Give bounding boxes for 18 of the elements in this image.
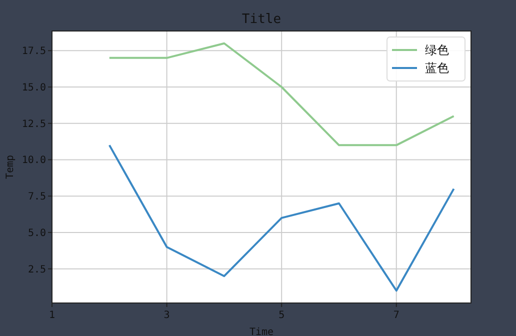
x-tick-label: 7 bbox=[393, 310, 400, 321]
line-series bbox=[108, 42, 455, 146]
x-tick-label: 1 bbox=[48, 310, 56, 321]
y-tick-label: 10.0 bbox=[22, 155, 46, 166]
x-axis-title: Time bbox=[249, 327, 274, 336]
y-tick-label: 5.0 bbox=[28, 228, 46, 239]
y-tick-label: 17.5 bbox=[22, 46, 46, 58]
line-series bbox=[108, 144, 455, 292]
legend-label: 绿色 bbox=[425, 43, 449, 57]
x-tick-label: 3 bbox=[164, 310, 170, 321]
y-axis-title: Temp bbox=[5, 154, 16, 180]
y-tick-label: 12.5 bbox=[22, 118, 46, 130]
y-tick-label: 2.5 bbox=[28, 264, 46, 276]
chart-title: Title bbox=[242, 12, 282, 27]
legend-label: 蓝色 bbox=[425, 61, 449, 75]
y-tick-label: 7.5 bbox=[28, 192, 46, 203]
y-tick-label: 15.0 bbox=[22, 82, 46, 94]
x-tick-label: 5 bbox=[278, 310, 285, 321]
